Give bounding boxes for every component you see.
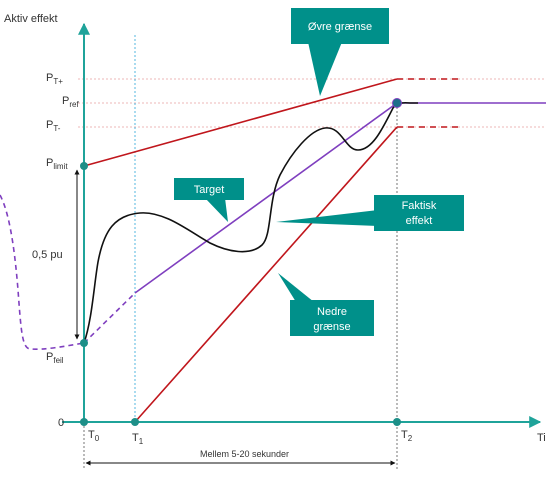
svg-text:effekt: effekt <box>406 215 433 227</box>
marker-t2 <box>393 418 401 426</box>
actual-power-curve <box>83 101 418 344</box>
svg-text:Target: Target <box>194 184 225 196</box>
label-duration: Mellem 5-20 sekunder <box>200 449 289 459</box>
label-t1: T1 <box>132 432 144 446</box>
label-p-limit: Plimit <box>46 157 68 171</box>
pre-fault-line <box>0 194 85 350</box>
svg-text:grænse: grænse <box>313 321 350 333</box>
label-zero: 0 <box>58 417 64 429</box>
label-t2: T2 <box>401 429 413 443</box>
callout-target: Target <box>174 178 244 222</box>
callout-upper-limit: Øvre grænse <box>291 8 389 96</box>
label-p-t-minus: PT- <box>46 119 61 133</box>
callout-actual-power: Faktisk effekt <box>276 195 464 231</box>
svg-text:Øvre grænse: Øvre grænse <box>308 21 372 33</box>
marker-p-limit <box>80 162 88 170</box>
svg-text:Faktisk: Faktisk <box>402 200 437 212</box>
marker-setpoint <box>392 98 402 108</box>
label-p-ref: Pref <box>62 95 79 109</box>
y-axis-label: Aktiv effekt <box>4 13 58 25</box>
marker-t1 <box>131 418 139 426</box>
upper-limit-line <box>83 78 398 167</box>
label-p-feil: Pfeil <box>46 351 64 365</box>
marker-p-feil <box>80 339 88 347</box>
x-axis-label: Tid <box>537 432 546 444</box>
marker-origin <box>80 418 88 426</box>
label-pu: 0,5 pu <box>32 249 63 261</box>
label-t0: T0 <box>88 429 100 443</box>
lower-limit-line <box>134 126 398 423</box>
callout-lower-limit: Nedre grænse <box>278 273 374 336</box>
target-dashed-segment <box>83 292 136 344</box>
label-p-t-plus: PT+ <box>46 72 63 86</box>
svg-text:Nedre: Nedre <box>317 306 347 318</box>
